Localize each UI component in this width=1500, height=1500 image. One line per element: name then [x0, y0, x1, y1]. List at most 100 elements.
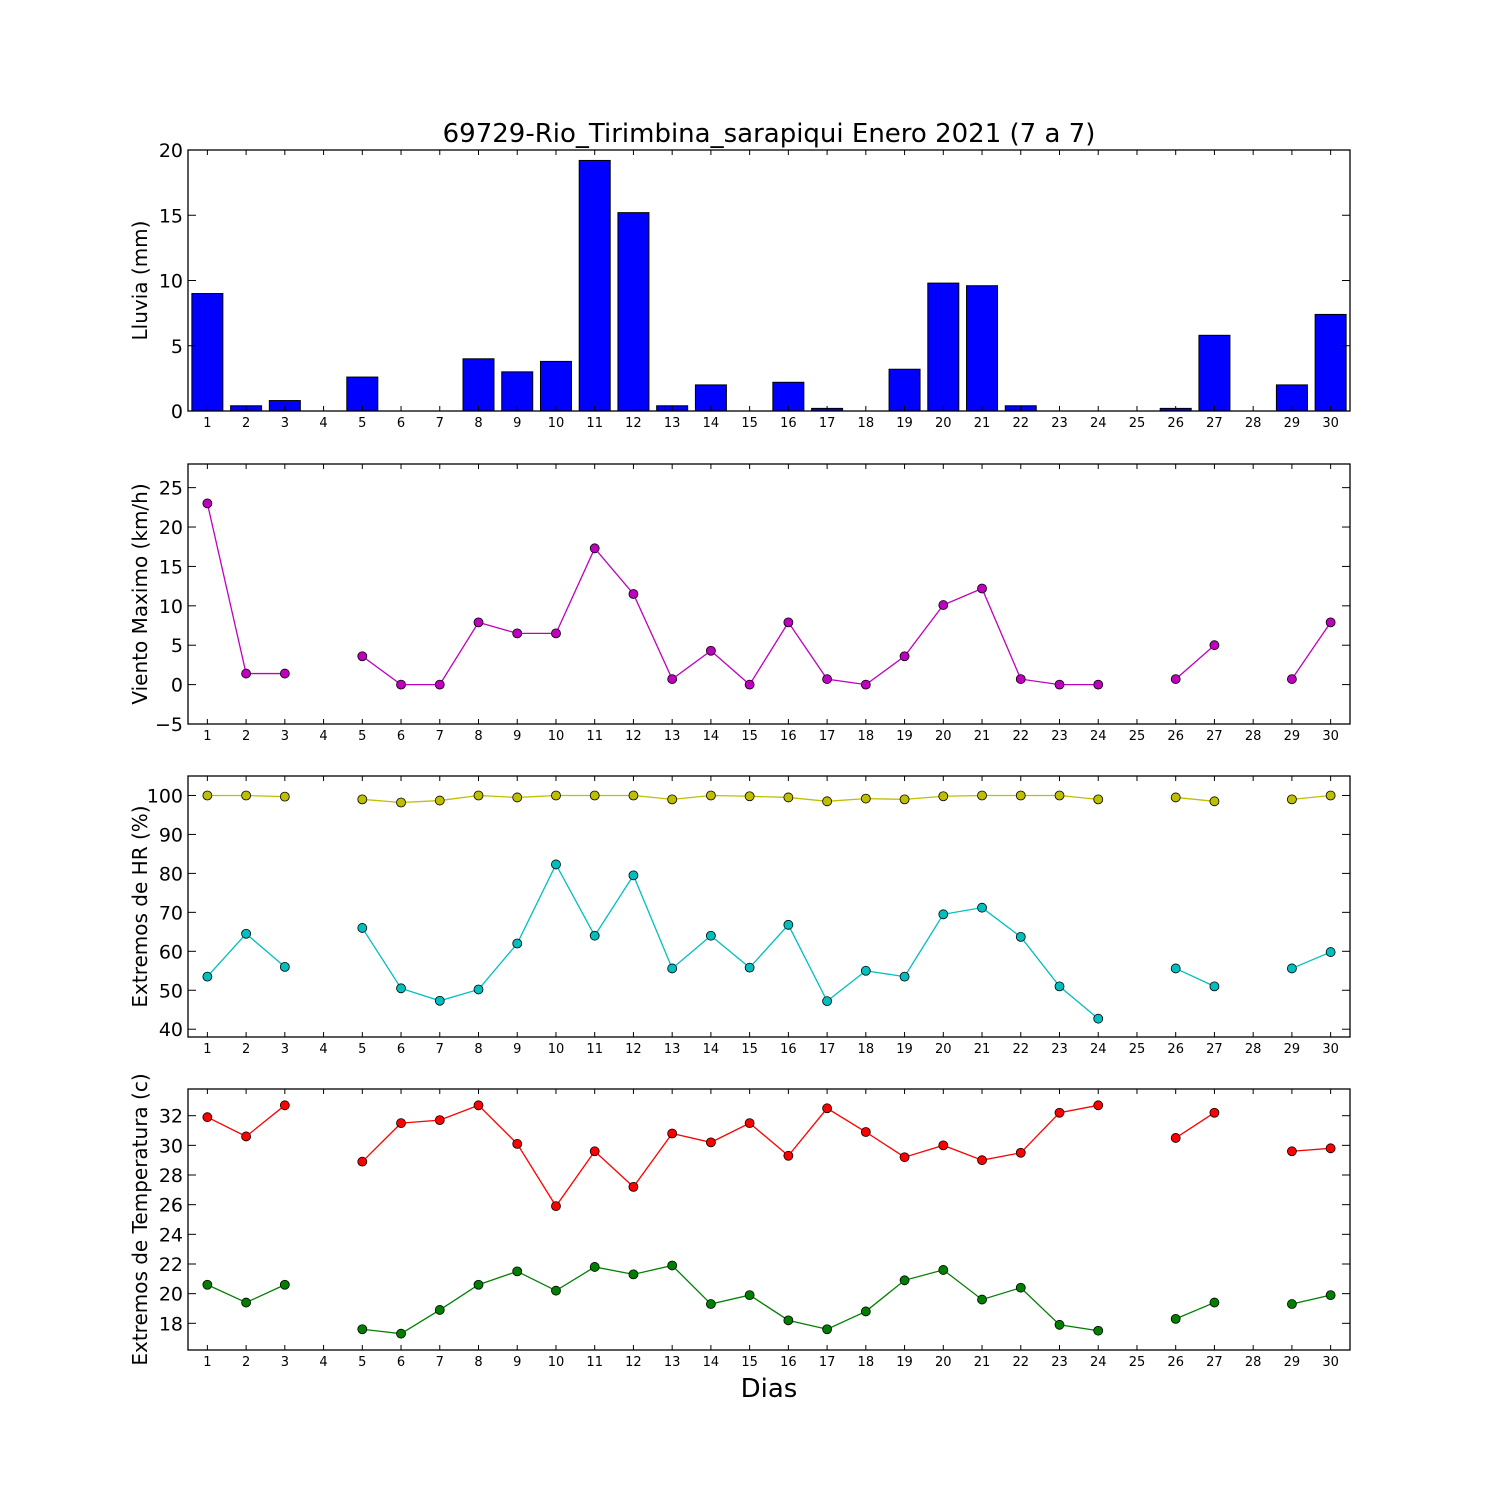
rain-bar-day-11: [578, 159, 611, 412]
data-point-day-6: [396, 1118, 406, 1129]
x-tick-label: 6: [397, 1042, 405, 1057]
series-line-segment: [361, 547, 1099, 686]
data-point-day-17: [822, 674, 832, 684]
x-tick-label: 5: [358, 1042, 366, 1057]
data-point-day-19: [899, 651, 910, 662]
data-point-day-23: [1054, 679, 1065, 690]
data-point-day-8: [473, 790, 484, 801]
data-point-day-15: [744, 962, 755, 973]
x-tick-label: 22: [1012, 729, 1029, 744]
x-tick-label: 22: [1012, 1042, 1029, 1057]
data-point-day-6: [396, 983, 406, 994]
rain-panel: 1 2 3 4 5 6 7 8 9 10 11 12 13 14 15 16 17 18 19 20 21 22 23 24 2…: [128, 140, 1351, 431]
x-tick-label: 5: [358, 729, 366, 744]
x-tick-label: 3: [281, 416, 289, 431]
y-tick-label: 30: [159, 1135, 183, 1157]
x-tick-label: 27: [1206, 416, 1223, 431]
series-line-segment: [1175, 644, 1215, 680]
x-tick-label: 26: [1167, 416, 1184, 431]
data-point-day-14: [706, 645, 716, 656]
data-point-day-2: [241, 790, 252, 801]
y-tick-label: 32: [159, 1106, 183, 1128]
data-point-day-11: [589, 1262, 600, 1272]
x-tick-label: 25: [1129, 416, 1146, 431]
x-tick-label: 23: [1051, 1355, 1068, 1370]
data-point-day-5: [357, 923, 368, 933]
series-1: [202, 1260, 1336, 1339]
data-point-day-3: [279, 791, 290, 802]
data-point-day-15: [744, 1290, 755, 1301]
data-point-day-16: [783, 919, 794, 930]
x-tick-label: 18: [858, 1355, 875, 1370]
x-tick-label: 14: [703, 729, 720, 744]
data-point-day-17: [822, 1103, 832, 1114]
x-tick-label: 28: [1245, 729, 1262, 744]
data-point-day-18: [860, 1306, 871, 1317]
data-point-day-1: [202, 971, 213, 982]
data-point-day-11: [589, 930, 600, 941]
data-point-day-22: [1015, 674, 1026, 684]
data-point-day-17: [822, 796, 832, 807]
data-point-day-9: [512, 1138, 523, 1149]
x-tick-label: 5: [358, 1355, 366, 1370]
y-tick-label: 20: [159, 517, 183, 539]
axes-frame: [187, 1088, 1351, 1351]
x-tick-label: 1: [203, 1042, 211, 1057]
rain-bar-day-27: [1198, 334, 1231, 412]
data-point-day-12: [628, 870, 639, 881]
series-line-segment: [1291, 621, 1332, 680]
data-point-day-9: [512, 1266, 523, 1277]
x-tick-label: 4: [319, 729, 327, 744]
x-tick-label: 16: [780, 729, 797, 744]
series-line-segment: [361, 863, 1099, 1020]
data-point-day-7: [434, 1305, 445, 1315]
y-tick-label: 50: [159, 980, 183, 1002]
data-point-day-10: [551, 628, 561, 639]
data-point-day-8: [473, 984, 484, 995]
data-point-day-3: [279, 961, 290, 972]
data-point-day-18: [860, 965, 871, 976]
data-point-day-30: [1325, 1143, 1336, 1154]
x-tick-label: 10: [548, 1042, 565, 1057]
data-point-day-23: [1054, 790, 1065, 801]
y-tick-label: 5: [171, 635, 183, 657]
y-tick-label: 0: [171, 401, 183, 423]
data-point-day-22: [1015, 1282, 1026, 1293]
series-line-segment: [206, 503, 285, 675]
data-point-day-21: [977, 790, 987, 801]
rain-bar-day-30: [1314, 313, 1347, 412]
data-point-day-17: [822, 996, 832, 1007]
x-tick-label: 13: [664, 416, 681, 431]
data-point-day-12: [628, 1269, 639, 1280]
x-tick-label: 18: [858, 729, 875, 744]
x-tick-label: 11: [586, 1042, 603, 1057]
data-point-day-9: [512, 792, 523, 803]
y-tick-label: 15: [159, 205, 183, 227]
x-tick-label: 25: [1129, 1355, 1146, 1370]
data-point-day-26: [1170, 674, 1181, 684]
x-tick-label: 2: [242, 1355, 250, 1370]
data-point-day-21: [977, 583, 987, 594]
data-point-day-3: [279, 1100, 290, 1111]
x-tick-label: 30: [1322, 1042, 1339, 1057]
series-line-segment: [1291, 794, 1331, 801]
rain-bar-day-9: [501, 371, 534, 412]
x-tick-label: 20: [935, 416, 952, 431]
data-point-day-15: [744, 1118, 755, 1129]
data-point-day-29: [1287, 1146, 1297, 1157]
data-point-day-7: [434, 1115, 445, 1126]
y-axis-label: Lluvia (mm): [128, 221, 152, 341]
x-tick-label: 23: [1051, 1042, 1068, 1057]
data-point-day-3: [279, 668, 290, 679]
x-tick-label: 17: [819, 729, 836, 744]
data-point-day-5: [357, 1324, 368, 1335]
axes-frame: [187, 149, 1351, 412]
axes-frame: [187, 463, 1351, 725]
data-point-day-20: [938, 1140, 949, 1151]
data-point-day-20: [938, 1265, 949, 1275]
x-tick-label: 9: [513, 1042, 521, 1057]
wind-panel: 1 2 3 4 5 6 7 8 9 10 11 12 13 14 15 16 17 18 19 20 21 22 23 24 2…: [128, 463, 1351, 744]
data-point-day-8: [473, 1100, 484, 1111]
x-tick-label: 12: [625, 416, 642, 431]
x-tick-label: 12: [625, 1355, 642, 1370]
